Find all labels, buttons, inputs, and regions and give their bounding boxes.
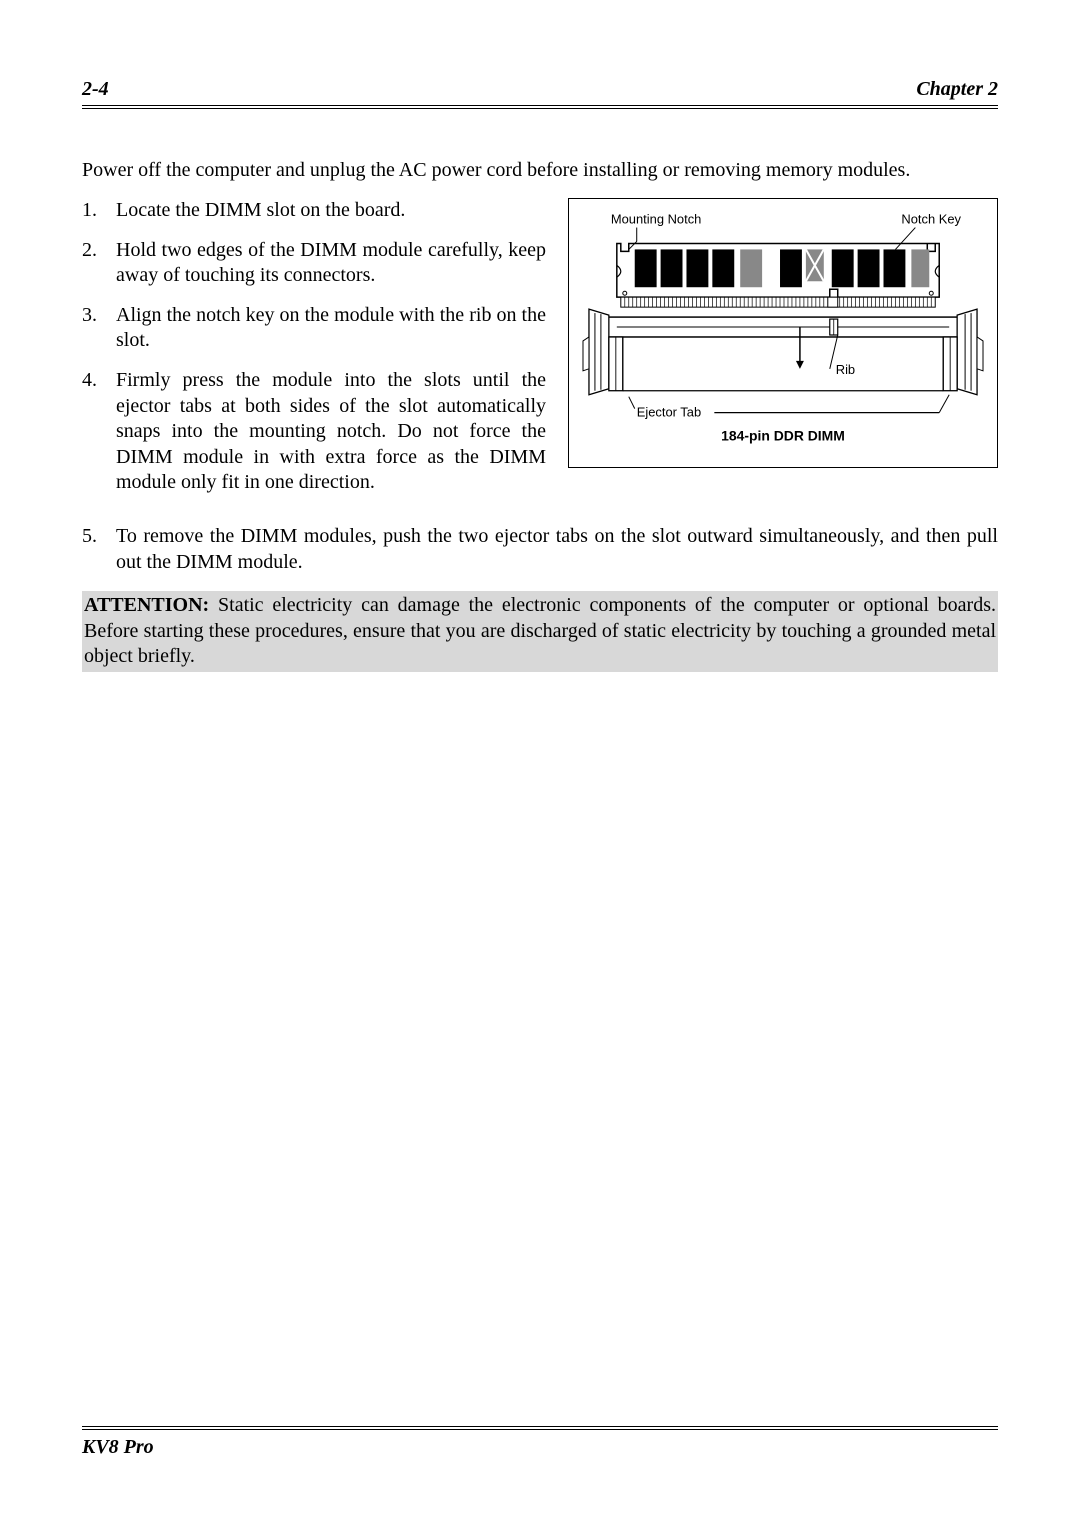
footer-product: KV8 Pro <box>82 1436 154 1458</box>
attention-text: Static electricity can damage the electr… <box>84 594 996 667</box>
mounting-notch-label: Mounting Notch <box>611 212 702 227</box>
page-number: 2-4 <box>82 78 109 101</box>
step-5: 5. To remove the DIMM modules, push the … <box>82 524 998 575</box>
attention-label: ATTENTION: <box>84 594 209 616</box>
step-3: Align the notch key on the module with t… <box>82 303 546 354</box>
step-5-number: 5. <box>82 524 97 550</box>
page-footer: KV8 Pro <box>82 1426 998 1459</box>
steps-column: Locate the DIMM slot on the board. Hold … <box>82 198 546 510</box>
page-header: 2-4 Chapter 2 <box>82 78 998 109</box>
diagram-column: Mounting Notch Notch Key <box>568 198 998 510</box>
step-2: Hold two edges of the DIMM module carefu… <box>82 238 546 289</box>
dimm-module-shape <box>617 243 939 307</box>
dimm-slot-shape <box>583 309 983 395</box>
notch-key-label: Notch Key <box>901 212 961 227</box>
content-row: Locate the DIMM slot on the board. Hold … <box>82 198 998 510</box>
step-5-text: To remove the DIMM modules, push the two… <box>116 525 998 573</box>
intro-text: Power off the computer and unplug the AC… <box>82 159 998 182</box>
attention-box: ATTENTION: Static electricity can damage… <box>82 591 998 672</box>
ejector-tab-label: Ejector Tab <box>637 405 701 420</box>
chapter-label: Chapter 2 <box>916 78 998 101</box>
diagram-title: 184-pin DDR DIMM <box>721 427 845 443</box>
step-4: Firmly press the module into the slots u… <box>82 368 546 496</box>
dimm-diagram-svg: Mounting Notch Notch Key <box>581 209 985 459</box>
step-1: Locate the DIMM slot on the board. <box>82 198 546 224</box>
dimm-diagram: Mounting Notch Notch Key <box>568 198 998 468</box>
steps-list: Locate the DIMM slot on the board. Hold … <box>82 198 546 496</box>
rib-label: Rib <box>836 362 855 377</box>
